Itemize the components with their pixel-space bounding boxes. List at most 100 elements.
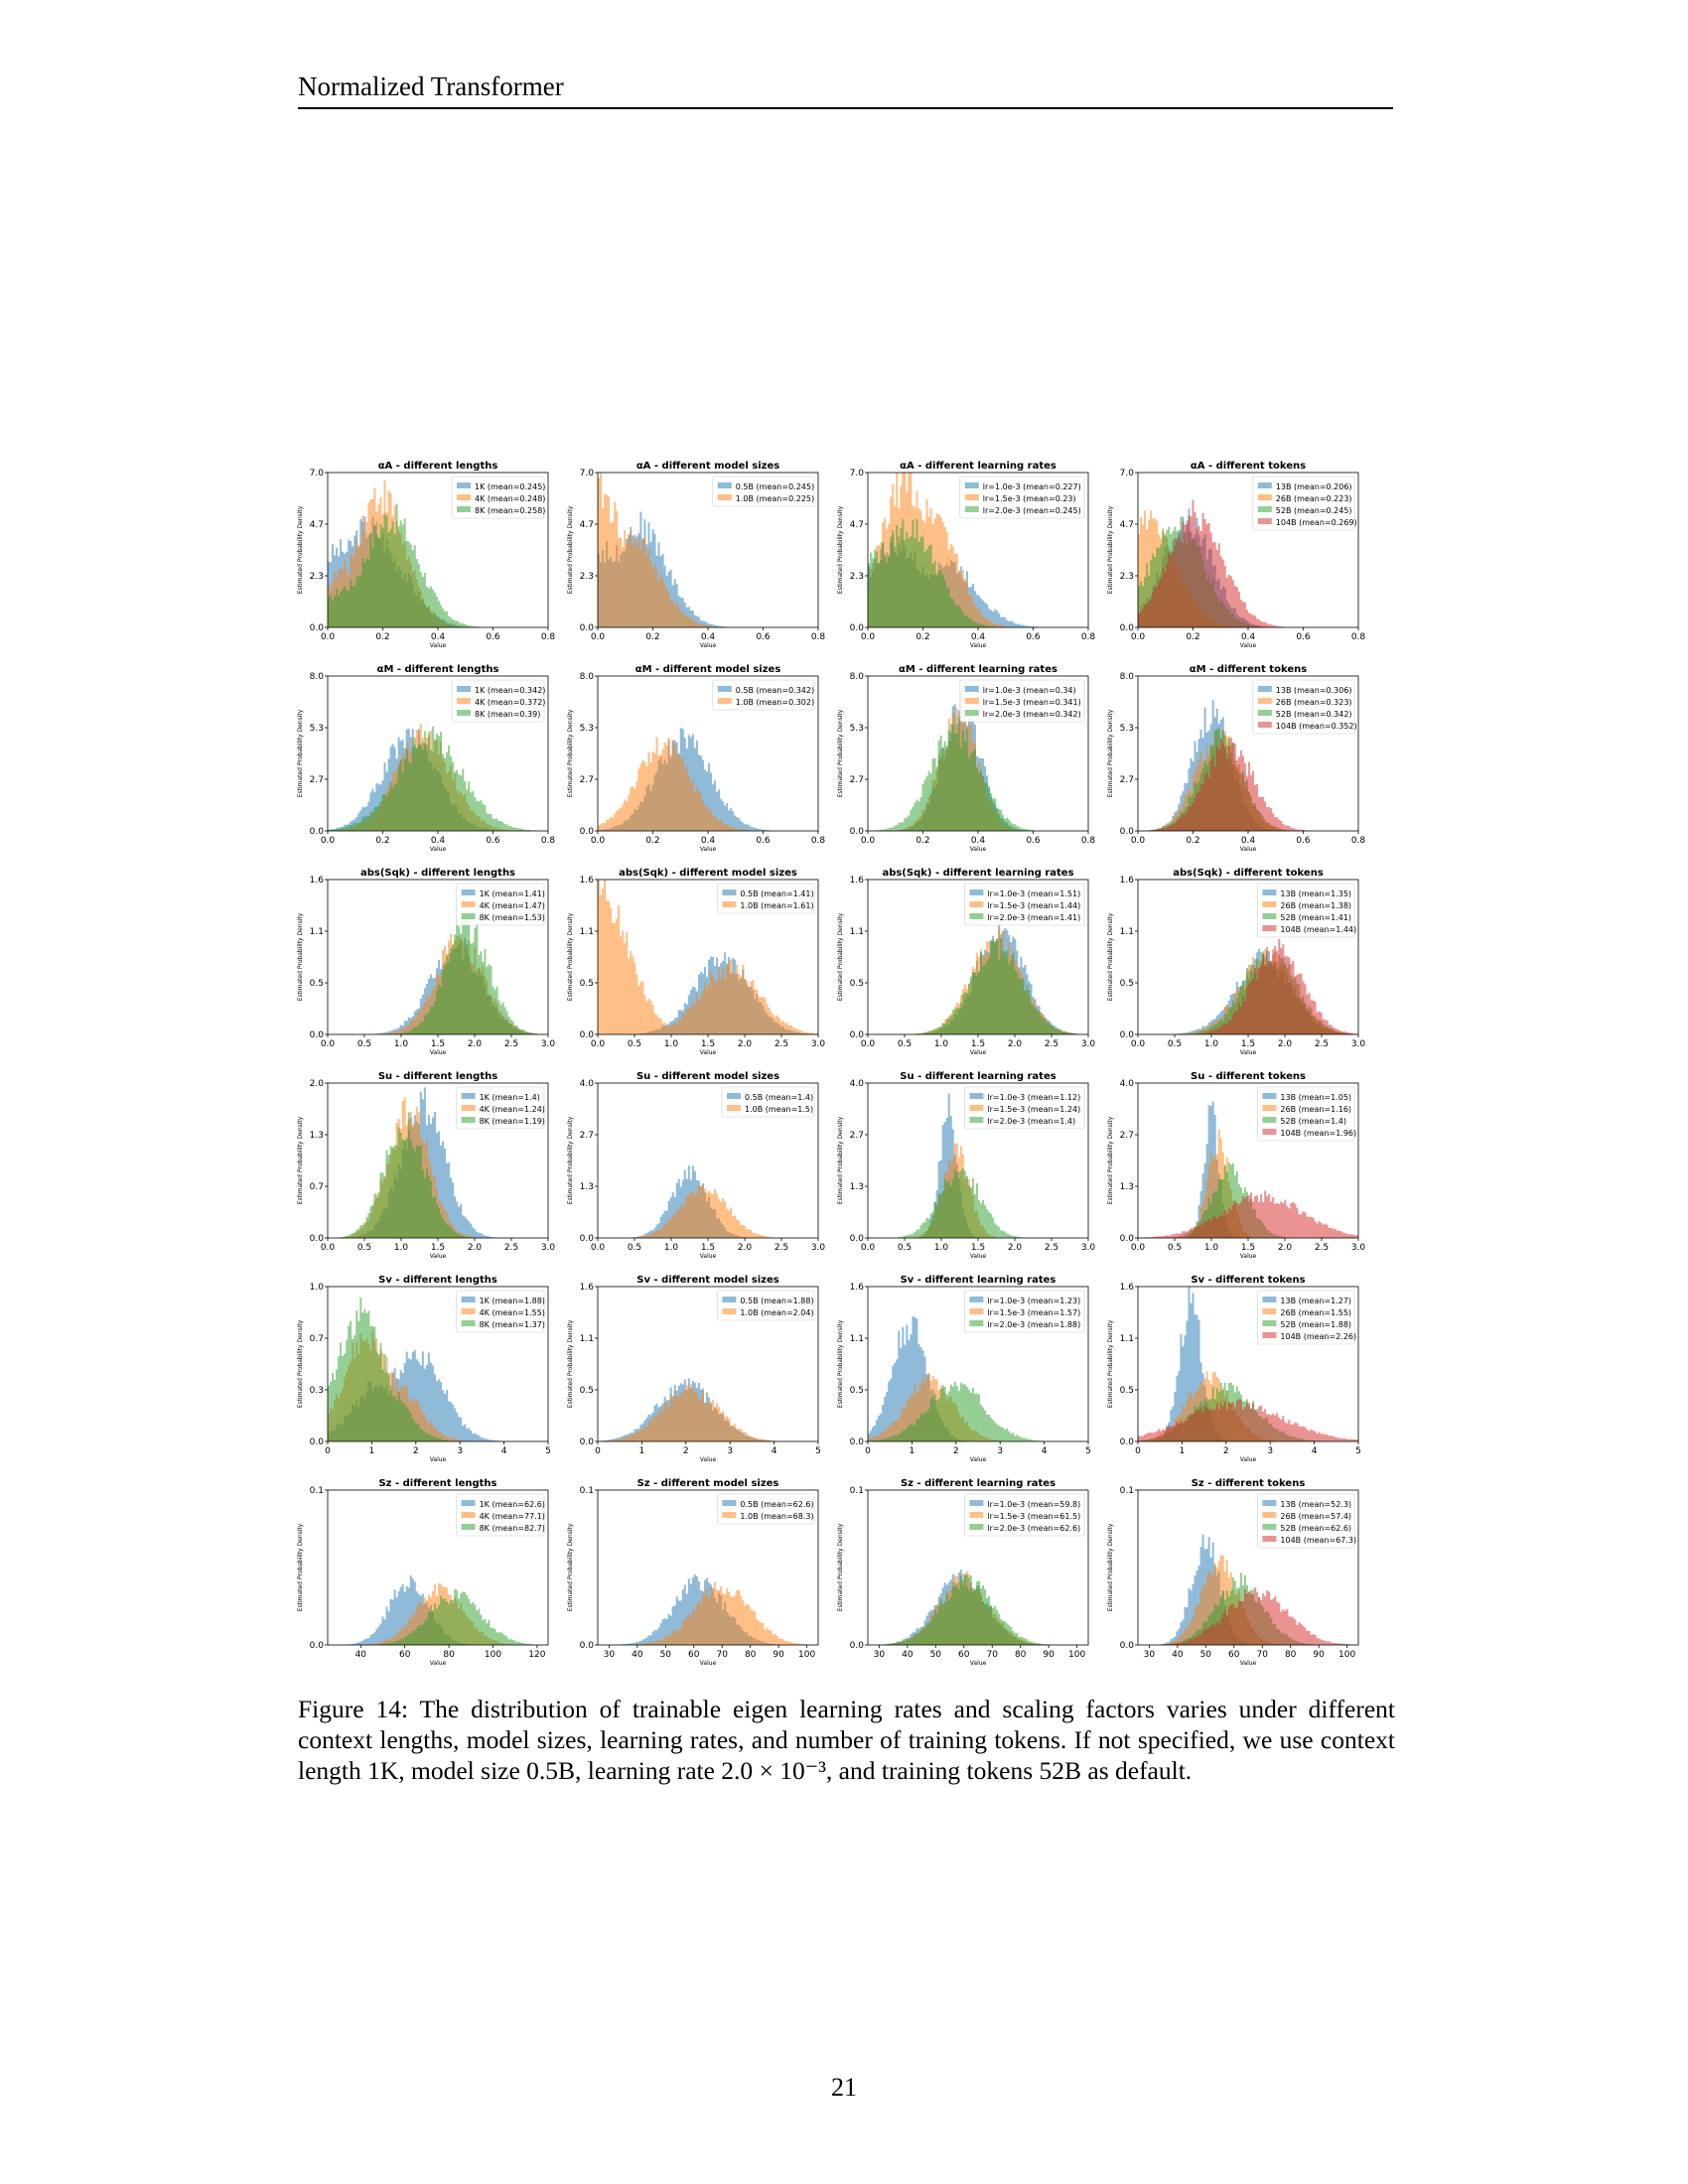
svg-text:5: 5 xyxy=(1085,1446,1091,1456)
histogram-panel: Sv - different learning rates 0.0 0.5 1.1 1.… xyxy=(834,1273,1104,1471)
svg-text:1K (mean=0.245): 1K (mean=0.245) xyxy=(475,482,545,491)
svg-text:3.0: 3.0 xyxy=(811,1039,826,1049)
svg-text:52B (mean=62.6): 52B (mean=62.6) xyxy=(1280,1524,1351,1533)
svg-text:0.5: 0.5 xyxy=(580,979,594,989)
svg-text:lr=1.5e-3 (mean=0.341): lr=1.5e-3 (mean=0.341) xyxy=(983,698,1081,707)
svg-text:0.5B (mean=1.88): 0.5B (mean=1.88) xyxy=(740,1297,813,1305)
panel-title: abs(Sqk) - different model sizes xyxy=(619,868,797,879)
svg-text:1.5: 1.5 xyxy=(701,1243,715,1253)
svg-text:13B (mean=0.306): 13B (mean=0.306) xyxy=(1276,686,1352,695)
svg-text:0.6: 0.6 xyxy=(756,632,771,642)
svg-text:8K (mean=82.7): 8K (mean=82.7) xyxy=(480,1524,545,1533)
svg-text:8.0: 8.0 xyxy=(1120,672,1135,682)
svg-text:26B (mean=1.55): 26B (mean=1.55) xyxy=(1280,1308,1351,1317)
panel-title: αA - different tokens xyxy=(1191,461,1306,472)
histogram-series xyxy=(868,518,997,627)
svg-text:Estimated Probability Density: Estimated Probability Density xyxy=(567,1116,574,1204)
svg-text:Estimated Probability Density: Estimated Probability Density xyxy=(1107,1523,1114,1611)
svg-text:Estimated Probability Density: Estimated Probability Density xyxy=(837,1116,844,1204)
svg-text:0.0: 0.0 xyxy=(310,1234,325,1244)
svg-text:0.1: 0.1 xyxy=(850,1486,864,1496)
svg-text:Estimated Probability Density: Estimated Probability Density xyxy=(837,709,844,797)
svg-text:0.0: 0.0 xyxy=(310,1030,325,1040)
svg-text:lr=1.0e-3 (mean=1.12): lr=1.0e-3 (mean=1.12) xyxy=(987,1093,1080,1102)
svg-text:2.0: 2.0 xyxy=(1008,1243,1023,1253)
svg-text:50: 50 xyxy=(1200,1650,1212,1660)
svg-text:60: 60 xyxy=(958,1650,970,1660)
svg-text:104B (mean=1.44): 104B (mean=1.44) xyxy=(1280,925,1356,934)
svg-text:0.0: 0.0 xyxy=(1120,1030,1135,1040)
histogram-series xyxy=(898,1167,1023,1238)
svg-text:1: 1 xyxy=(369,1446,375,1456)
svg-text:30: 30 xyxy=(874,1650,886,1660)
svg-text:70: 70 xyxy=(987,1650,999,1660)
figure-14-histogram-grid: αA - different lengths 0.0 2.3 4.7 7.0 0.0 0.2… xyxy=(294,459,1398,1668)
svg-text:0.4: 0.4 xyxy=(1241,632,1256,642)
svg-text:2.5: 2.5 xyxy=(1315,1243,1329,1253)
svg-text:0.0: 0.0 xyxy=(850,1437,865,1447)
svg-text:3.0: 3.0 xyxy=(1351,1243,1366,1253)
svg-text:13B (mean=0.206): 13B (mean=0.206) xyxy=(1276,482,1352,491)
svg-text:8K (mean=1.37): 8K (mean=1.37) xyxy=(480,1320,545,1329)
svg-text:lr=1.0e-3 (mean=0.227): lr=1.0e-3 (mean=0.227) xyxy=(983,482,1081,491)
svg-text:100: 100 xyxy=(798,1650,815,1660)
svg-text:2.0: 2.0 xyxy=(468,1243,483,1253)
histogram-panel: Su - different model sizes 0.0 1.3 2.7 4.0 0.… xyxy=(564,1069,834,1268)
svg-text:0.0: 0.0 xyxy=(591,836,606,846)
svg-text:1.5: 1.5 xyxy=(431,1039,445,1049)
svg-text:0.8: 0.8 xyxy=(811,836,826,846)
svg-text:4K (mean=0.372): 4K (mean=0.372) xyxy=(475,698,545,707)
svg-text:3.0: 3.0 xyxy=(811,1243,826,1253)
svg-text:0.5: 0.5 xyxy=(898,1243,912,1253)
svg-text:0.0: 0.0 xyxy=(580,1641,595,1651)
svg-text:0.8: 0.8 xyxy=(1351,836,1366,846)
svg-text:1.5: 1.5 xyxy=(431,1243,445,1253)
svg-text:1.6: 1.6 xyxy=(1120,1283,1135,1293)
svg-text:0.0: 0.0 xyxy=(1131,1039,1146,1049)
svg-text:1.0: 1.0 xyxy=(1204,1243,1219,1253)
svg-text:26B (mean=0.223): 26B (mean=0.223) xyxy=(1276,494,1352,503)
svg-text:0.2: 0.2 xyxy=(375,836,389,846)
svg-text:1.6: 1.6 xyxy=(1120,876,1135,886)
svg-text:1.1: 1.1 xyxy=(850,927,864,937)
svg-text:2.0: 2.0 xyxy=(738,1243,753,1253)
svg-text:0.0: 0.0 xyxy=(580,1234,595,1244)
svg-text:Estimated Probability Density: Estimated Probability Density xyxy=(567,505,574,594)
svg-text:0.7: 0.7 xyxy=(310,1334,324,1344)
svg-text:13B (mean=52.3): 13B (mean=52.3) xyxy=(1280,1500,1351,1509)
svg-text:70: 70 xyxy=(717,1650,729,1660)
svg-text:4.0: 4.0 xyxy=(580,1079,595,1089)
panel-title: Su - different model sizes xyxy=(636,1071,779,1082)
panel-title: αM - different lengths xyxy=(377,664,499,675)
histogram-series xyxy=(1138,1399,1358,1441)
svg-text:0.0: 0.0 xyxy=(580,1437,595,1447)
svg-text:0.2: 0.2 xyxy=(1186,632,1199,642)
svg-text:Value: Value xyxy=(700,1253,717,1260)
svg-text:0.8: 0.8 xyxy=(1351,632,1366,642)
histogram-series xyxy=(868,1316,968,1441)
svg-text:0.4: 0.4 xyxy=(431,836,446,846)
svg-text:Estimated Probability Density: Estimated Probability Density xyxy=(567,709,574,797)
svg-text:Estimated Probability Density: Estimated Probability Density xyxy=(297,1319,304,1408)
svg-text:0.5: 0.5 xyxy=(1168,1039,1182,1049)
svg-text:0.0: 0.0 xyxy=(580,623,595,633)
histogram-panel: Su - different tokens 0.0 1.3 2.7 4.0 0.0 0.5 1… xyxy=(1104,1069,1374,1268)
svg-text:7.0: 7.0 xyxy=(310,469,325,478)
svg-text:0: 0 xyxy=(325,1446,331,1456)
svg-text:Value: Value xyxy=(700,1660,717,1667)
histogram-series xyxy=(635,1184,773,1238)
svg-text:0.5: 0.5 xyxy=(580,1386,594,1396)
svg-text:1.5: 1.5 xyxy=(1241,1243,1255,1253)
svg-text:0.0: 0.0 xyxy=(1120,827,1135,837)
svg-text:52B (mean=0.245): 52B (mean=0.245) xyxy=(1276,506,1352,515)
svg-text:30: 30 xyxy=(604,1650,616,1660)
svg-text:Estimated Probability Density: Estimated Probability Density xyxy=(1107,1116,1114,1204)
svg-text:0.4: 0.4 xyxy=(701,836,716,846)
svg-text:4.0: 4.0 xyxy=(850,1079,865,1089)
svg-text:0.5B (mean=0.342): 0.5B (mean=0.342) xyxy=(736,686,814,695)
svg-text:1.1: 1.1 xyxy=(1120,927,1134,937)
svg-text:0.0: 0.0 xyxy=(321,836,336,846)
svg-text:2.7: 2.7 xyxy=(1120,775,1134,785)
svg-text:0.0: 0.0 xyxy=(850,623,865,633)
panel-title: Sv - different lengths xyxy=(378,1275,497,1286)
